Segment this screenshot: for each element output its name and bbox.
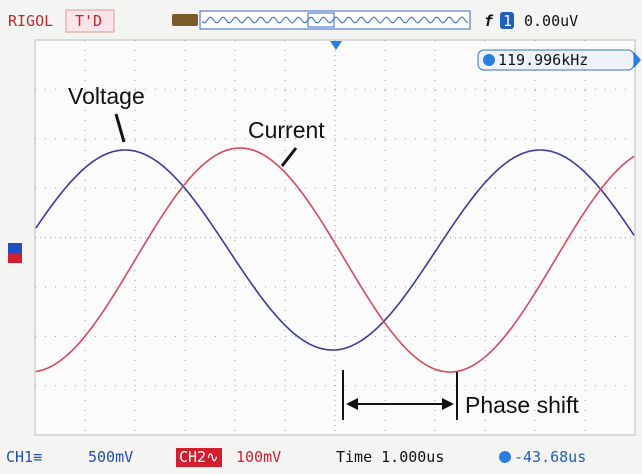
frequency: 119.996kHz bbox=[498, 51, 588, 69]
voltage-label: Voltage bbox=[68, 83, 145, 109]
ch1-label: CH1≡ bbox=[6, 448, 42, 466]
brand: RIGOL bbox=[8, 12, 53, 30]
ch1-marker bbox=[8, 243, 22, 253]
ch2-label: CH2∿ bbox=[179, 448, 219, 466]
frequency-icon bbox=[483, 54, 495, 66]
mode: T'D bbox=[75, 12, 102, 30]
trigger-position: -43.68us bbox=[514, 448, 586, 466]
waveform-strip bbox=[200, 11, 470, 29]
ch1-scale: 500mV bbox=[88, 448, 133, 466]
time-base: Time 1.000us bbox=[336, 448, 444, 466]
memory-icon bbox=[172, 14, 198, 26]
current-label: Current bbox=[248, 117, 325, 143]
trigger-channel: 1 bbox=[503, 12, 512, 30]
trigger-level: 0.00uV bbox=[524, 12, 578, 30]
ch2-marker bbox=[8, 253, 22, 263]
page: RIGOL T'D f 1 0.00uV 119.996kHz Voltage … bbox=[0, 0, 642, 474]
trigger-edge: f bbox=[484, 12, 494, 30]
scope-screen: RIGOL T'D f 1 0.00uV 119.996kHz Voltage … bbox=[0, 0, 642, 474]
phase-shift-label: Phase shift bbox=[465, 392, 579, 418]
ch2-scale: 100mV bbox=[236, 448, 281, 466]
trigger-position-icon bbox=[499, 451, 511, 463]
